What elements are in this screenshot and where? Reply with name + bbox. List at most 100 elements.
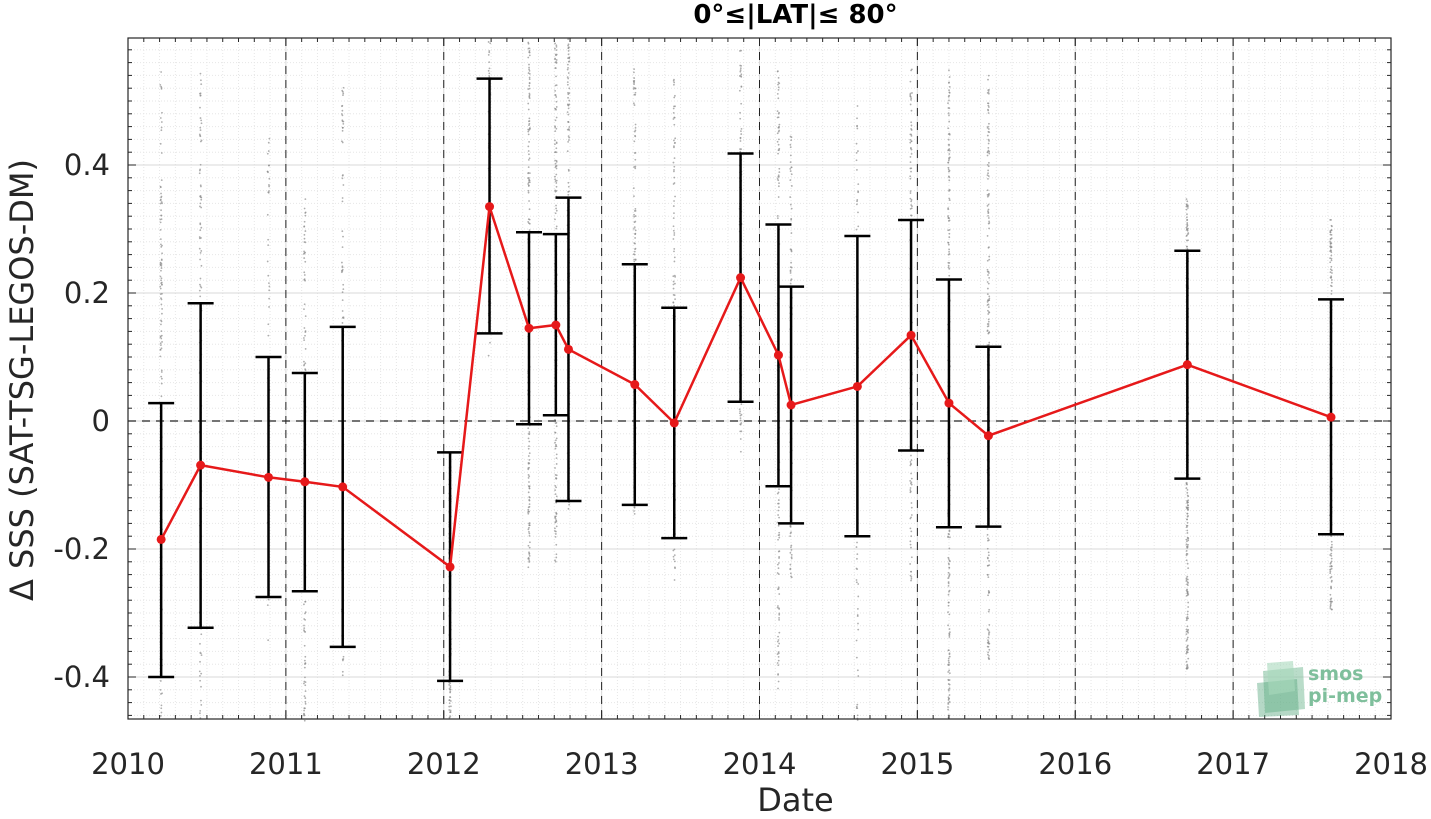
scatter-point: [527, 473, 530, 476]
y-tick-label: -0.4: [53, 660, 110, 694]
scatter-point: [777, 687, 779, 690]
scatter-point: [948, 85, 951, 88]
scatter-point: [947, 601, 950, 604]
scatter-point: [1185, 554, 1188, 557]
scatter-point: [987, 629, 990, 632]
scatter-point: [739, 70, 742, 73]
scatter-point: [567, 193, 570, 196]
scatter-point: [740, 102, 743, 105]
scatter-point: [342, 174, 344, 176]
scatter-point: [1331, 272, 1333, 274]
scatter-point: [789, 196, 792, 198]
scatter-point: [672, 555, 675, 558]
scatter-point: [988, 246, 990, 249]
scatter-point: [555, 474, 558, 477]
scatter-point: [856, 557, 858, 560]
scatter-point: [948, 566, 951, 569]
scatter-point: [528, 92, 531, 95]
scatter-point: [987, 161, 990, 164]
scatter-point: [567, 72, 570, 74]
scatter-point: [161, 692, 163, 695]
scatter-point: [159, 680, 162, 682]
scatter-point: [947, 582, 950, 585]
scatter-point: [987, 172, 989, 175]
scatter-point: [303, 252, 306, 255]
scatter-point: [527, 566, 530, 569]
scatter-point: [567, 507, 570, 510]
scatter-point: [554, 175, 556, 178]
scatter-point: [778, 129, 781, 132]
scatter-point: [948, 267, 951, 270]
scatter-point: [910, 481, 913, 484]
scatter-point: [200, 206, 203, 209]
scatter-point: [554, 441, 556, 444]
scatter-point: [554, 42, 557, 45]
scatter-point: [988, 591, 991, 594]
scatter-point: [633, 195, 635, 198]
scatter-point: [633, 104, 636, 106]
scatter-point: [304, 315, 307, 318]
scatter-point: [790, 278, 793, 281]
scatter-point: [986, 556, 989, 559]
scatter-point: [633, 260, 636, 263]
scatter-point: [634, 93, 637, 96]
scatter-point: [778, 613, 781, 616]
scatter-point: [199, 92, 201, 95]
scatter-point: [160, 330, 163, 333]
scatter-point: [304, 211, 307, 214]
scatter-point: [1186, 636, 1189, 639]
scatter-point: [304, 702, 307, 705]
scatter-point: [554, 159, 557, 162]
scatter-point: [1330, 608, 1333, 611]
y-tick-label: 0: [92, 404, 110, 438]
logo-text-pimep: pi-mep: [1308, 685, 1383, 707]
scatter-point: [160, 264, 163, 267]
scatter-point: [160, 209, 162, 212]
scatter-point: [527, 455, 530, 457]
scatter-point: [554, 447, 557, 450]
scatter-point: [527, 544, 530, 547]
scatter-point: [947, 144, 950, 146]
scatter-point: [528, 179, 531, 182]
scatter-point: [855, 203, 858, 206]
scatter-point: [948, 694, 951, 696]
scatter-point: [554, 143, 556, 146]
scatter-point: [948, 633, 951, 636]
scatter-point: [948, 683, 951, 686]
scatter-point: [567, 190, 570, 193]
scatter-point: [567, 135, 570, 137]
scatter-point: [159, 218, 162, 221]
scatter-point: [1187, 232, 1190, 234]
scatter-point: [910, 140, 913, 143]
scatter-point: [1185, 526, 1188, 529]
scatter-point: [789, 525, 792, 528]
scatter-point: [1186, 521, 1189, 524]
scatter-point: [1185, 628, 1188, 631]
scatter-point: [268, 164, 270, 167]
scatter-point: [909, 161, 912, 163]
scatter-point: [267, 191, 270, 194]
scatter-point: [488, 50, 491, 52]
scatter-point: [1187, 504, 1190, 507]
scatter-point: [776, 140, 779, 143]
scatter-point: [304, 684, 307, 687]
scatter-point: [910, 454, 912, 457]
scatter-point: [489, 341, 491, 344]
scatter-point: [634, 129, 637, 132]
scatter-point: [948, 157, 950, 159]
scatter-point: [948, 250, 950, 253]
scatter-point: [1185, 577, 1188, 580]
scatter-point: [342, 94, 344, 97]
scatter-point: [856, 669, 859, 672]
scatter-point: [568, 126, 571, 128]
scatter-point: [948, 89, 950, 92]
scatter-point: [267, 274, 270, 277]
scatter-point: [161, 252, 163, 255]
scatter-point: [527, 477, 530, 479]
scatter-point: [1185, 205, 1188, 208]
scatter-point: [1185, 198, 1188, 200]
scatter-point: [738, 408, 741, 411]
scatter-point: [987, 653, 989, 656]
scatter-point: [554, 84, 557, 87]
